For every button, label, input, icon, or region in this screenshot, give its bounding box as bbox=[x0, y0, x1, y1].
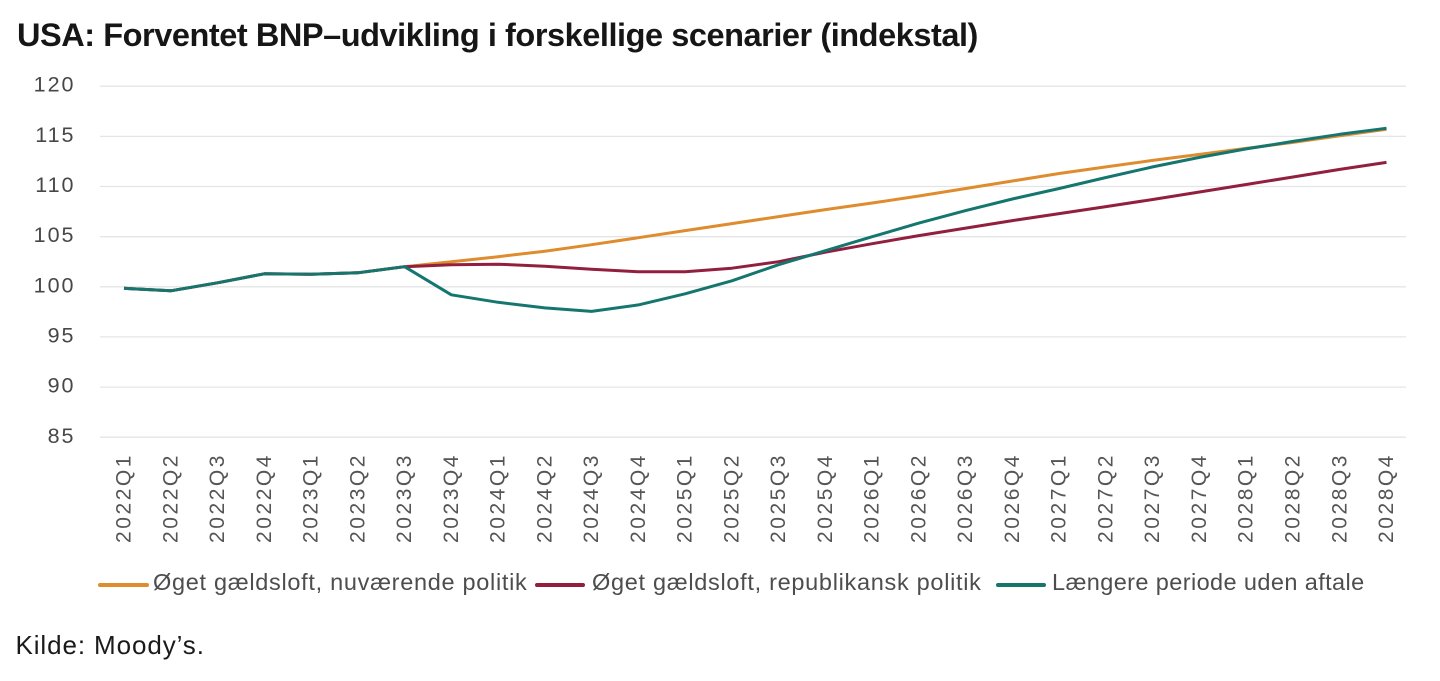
svg-text:2022Q3: 2022Q3 bbox=[206, 453, 229, 543]
svg-text:2023Q3: 2023Q3 bbox=[393, 453, 416, 543]
svg-text:120: 120 bbox=[34, 73, 76, 97]
svg-text:110: 110 bbox=[35, 173, 75, 197]
svg-text:2025Q4: 2025Q4 bbox=[814, 453, 837, 543]
svg-text:2028Q4: 2028Q4 bbox=[1375, 453, 1398, 543]
svg-text:2024Q2: 2024Q2 bbox=[533, 453, 556, 543]
svg-text:2028Q1: 2028Q1 bbox=[1235, 453, 1258, 543]
svg-text:2026Q3: 2026Q3 bbox=[954, 453, 977, 543]
svg-text:2028Q3: 2028Q3 bbox=[1328, 453, 1351, 543]
svg-text:2026Q1: 2026Q1 bbox=[861, 453, 884, 543]
svg-text:2027Q3: 2027Q3 bbox=[1141, 453, 1164, 543]
svg-text:105: 105 bbox=[34, 223, 76, 247]
svg-text:2023Q2: 2023Q2 bbox=[346, 453, 369, 543]
svg-text:2023Q4: 2023Q4 bbox=[440, 453, 463, 543]
svg-text:2028Q2: 2028Q2 bbox=[1282, 453, 1305, 543]
svg-text:2026Q2: 2026Q2 bbox=[907, 453, 930, 543]
svg-text:2027Q1: 2027Q1 bbox=[1048, 453, 1071, 543]
svg-text:115: 115 bbox=[35, 123, 75, 147]
svg-text:2027Q4: 2027Q4 bbox=[1188, 453, 1211, 543]
svg-text:90: 90 bbox=[48, 374, 76, 398]
svg-text:2024Q4: 2024Q4 bbox=[627, 453, 650, 543]
svg-text:2022Q2: 2022Q2 bbox=[159, 453, 182, 543]
svg-text:2024Q1: 2024Q1 bbox=[487, 453, 510, 543]
svg-text:2022Q1: 2022Q1 bbox=[113, 453, 136, 543]
svg-text:2027Q2: 2027Q2 bbox=[1095, 453, 1118, 543]
svg-text:95: 95 bbox=[48, 323, 76, 347]
svg-text:2024Q3: 2024Q3 bbox=[580, 453, 603, 543]
svg-text:85: 85 bbox=[48, 424, 76, 448]
svg-text:2026Q4: 2026Q4 bbox=[1001, 453, 1024, 543]
svg-text:100: 100 bbox=[34, 273, 76, 297]
svg-text:2025Q2: 2025Q2 bbox=[720, 453, 743, 543]
svg-text:2025Q3: 2025Q3 bbox=[767, 453, 790, 543]
svg-text:2025Q1: 2025Q1 bbox=[674, 453, 697, 543]
svg-text:2022Q4: 2022Q4 bbox=[253, 453, 276, 543]
svg-text:2023Q1: 2023Q1 bbox=[300, 453, 323, 543]
